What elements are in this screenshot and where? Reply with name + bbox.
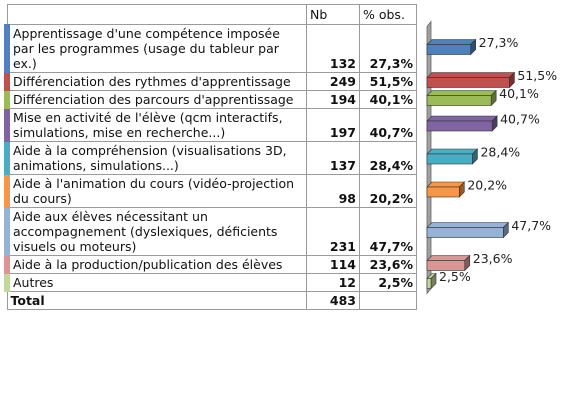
bar <box>426 272 437 290</box>
percent-cell: 40,7% <box>359 108 417 142</box>
percent-cell: 2,5% <box>359 273 417 292</box>
empty-cell <box>359 291 417 310</box>
value-label: 40,1% <box>499 86 539 101</box>
bar-front <box>426 153 473 165</box>
count-cell: 137 <box>306 141 360 175</box>
bar-top <box>426 39 477 45</box>
bar-front <box>426 77 510 88</box>
table-body: Nb% obs. Apprentissage d'une compétence i… <box>4 4 417 310</box>
bar-front <box>426 260 466 271</box>
value-label: 51,5% <box>517 68 557 83</box>
table-row: Apprentissage d'une compétence imposée p… <box>4 24 417 73</box>
bar-top <box>426 90 497 96</box>
row-label: Différenciation des parcours d'apprentis… <box>4 90 307 109</box>
table-row: Aide à la compréhension (visualisations … <box>4 141 417 175</box>
bar-top <box>426 115 498 122</box>
row-label: Aide à la compréhension (visualisations … <box>4 141 307 175</box>
bar-front <box>426 120 493 132</box>
bar <box>426 148 479 165</box>
value-label: 28,4% <box>480 145 520 160</box>
bar <box>426 221 510 239</box>
percent-cell: 20,2% <box>359 174 417 208</box>
table-row: Aide à la production/publication des élè… <box>4 255 417 274</box>
table-row: Aide à l'animation du cours (vidéo-proje… <box>4 174 417 208</box>
total-label: Total <box>6 291 307 310</box>
value-label: 23,6% <box>473 251 513 266</box>
bar <box>426 254 471 272</box>
value-label: 2,5% <box>439 269 471 284</box>
percent-cell: 40,1% <box>359 90 417 109</box>
count-cell: 194 <box>306 90 360 109</box>
data-table: Nb% obs. Apprentissage d'une compétence i… <box>4 4 417 310</box>
percent-cell: 27,3% <box>359 24 417 73</box>
row-label: Aide aux élèves nécessitant un accompagn… <box>4 207 307 256</box>
row-label: Aide à la production/publication des élè… <box>4 255 307 274</box>
bar-top <box>426 181 466 188</box>
total-cell: 483 <box>306 291 360 310</box>
bar <box>426 181 466 198</box>
table-row: Différenciation des rythmes d'apprentiss… <box>4 72 417 91</box>
bar <box>426 38 477 56</box>
bar-top <box>426 148 479 155</box>
bar <box>426 89 497 107</box>
percent-cell: 47,7% <box>359 207 417 256</box>
row-label: Apprentissage d'une compétence imposée p… <box>4 24 307 73</box>
value-label: 27,3% <box>479 35 519 50</box>
table-row: Mise en activité de l'élève (qcm interac… <box>4 108 417 142</box>
bar <box>426 71 516 89</box>
bar-front <box>426 278 432 289</box>
row-label: Aide à l'animation du cours (vidéo-proje… <box>4 174 307 208</box>
bar-top <box>426 222 510 228</box>
percent-cell: 23,6% <box>359 255 417 274</box>
value-label: 47,7% <box>511 218 551 233</box>
count-cell: 132 <box>306 24 360 73</box>
total-row: Total 483 <box>6 291 417 310</box>
bar-top <box>426 72 516 78</box>
bar <box>426 115 498 132</box>
count-cell: 231 <box>306 207 360 256</box>
row-label: Mise en activité de l'élève (qcm interac… <box>4 108 307 142</box>
row-label: Différenciation des rythmes d'apprentiss… <box>4 72 307 91</box>
table-row: Aide aux élèves nécessitant un accompagn… <box>4 207 417 256</box>
percent-cell: 51,5% <box>359 72 417 91</box>
percent-cell: 28,4% <box>359 141 417 175</box>
table-row: Différenciation des parcours d'apprentis… <box>4 90 417 109</box>
value-label: 20,2% <box>467 178 507 193</box>
bar-top <box>426 255 471 261</box>
bar-front <box>426 95 492 106</box>
bar-front <box>426 227 504 238</box>
bar-front <box>426 186 460 198</box>
header-row: Nb% obs. <box>6 4 417 25</box>
value-label: 40,7% <box>500 112 540 127</box>
bar-front <box>426 44 471 55</box>
